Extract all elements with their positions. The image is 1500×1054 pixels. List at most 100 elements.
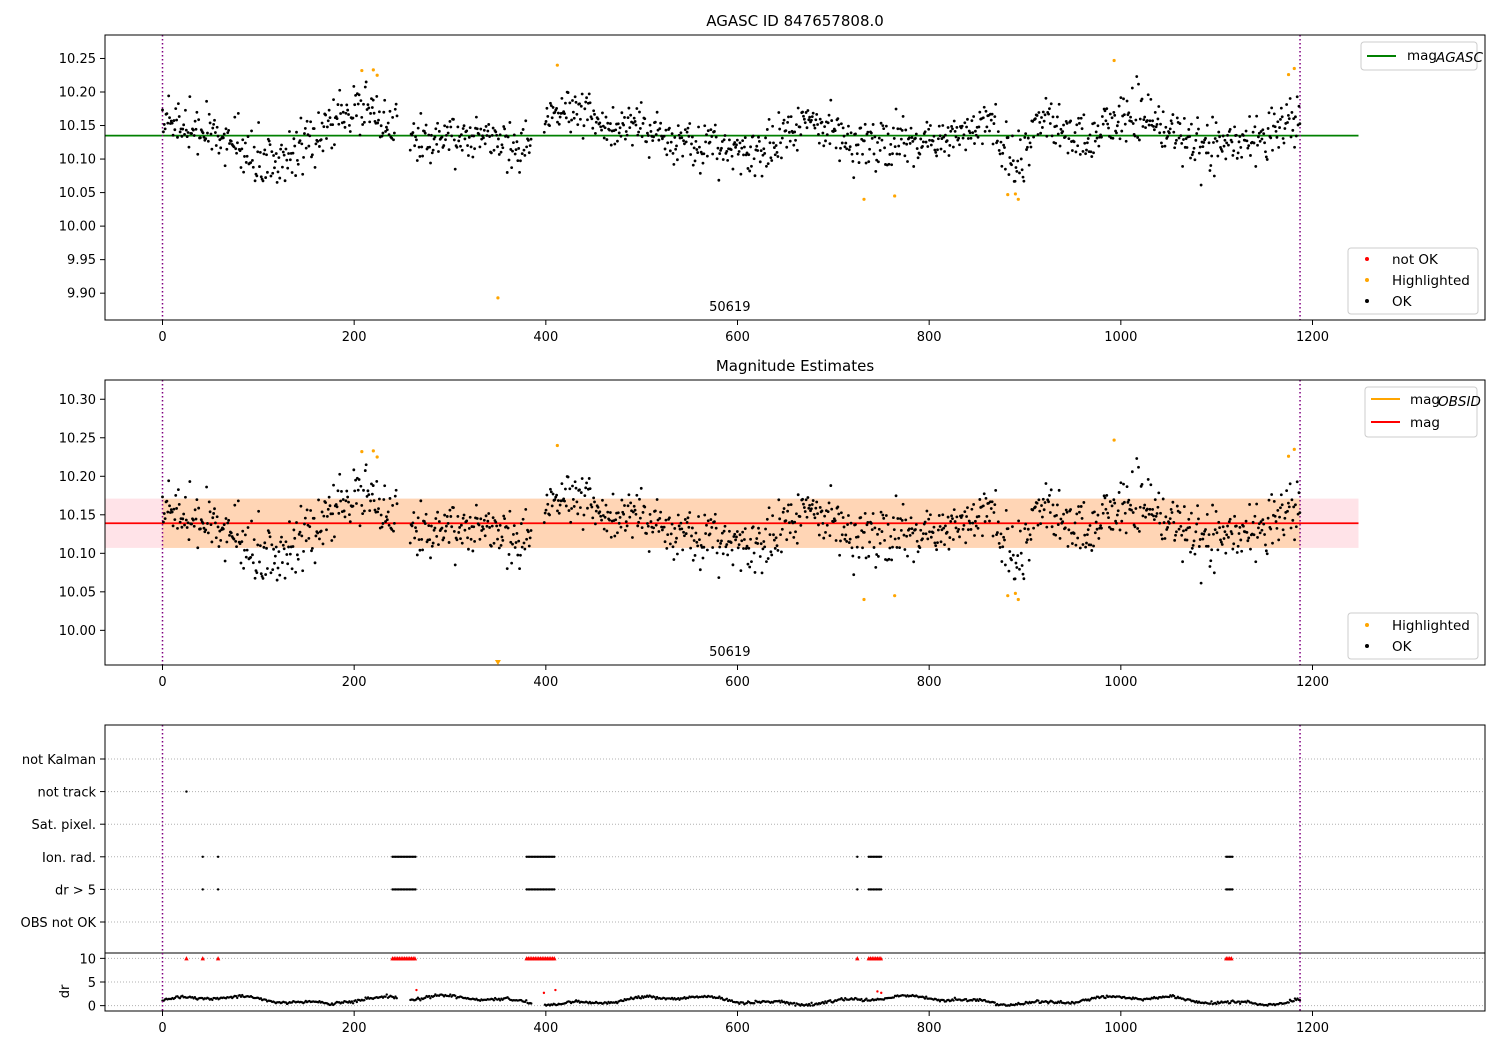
ok-point [807, 506, 811, 510]
ok-point [560, 482, 564, 486]
ok-point [905, 142, 909, 146]
ok-point [1075, 512, 1079, 516]
ok-point [259, 175, 263, 179]
ok-point [434, 517, 438, 520]
ok-point [178, 520, 182, 524]
ok-point [750, 164, 753, 168]
ok-point [430, 133, 433, 137]
ok-point [384, 130, 387, 133]
ok-point [1095, 136, 1099, 140]
ok-point [382, 498, 386, 501]
ok-point [1164, 125, 1168, 129]
ok-point [461, 516, 465, 520]
ok-point [617, 131, 621, 135]
ok-point [377, 118, 380, 122]
ok-point [236, 112, 240, 115]
ok-point [386, 121, 390, 125]
ok-point [602, 527, 606, 531]
ok-point [947, 154, 951, 157]
ok-point [762, 147, 766, 151]
ok-point [1286, 501, 1290, 505]
ok-point [948, 536, 952, 539]
ok-point [1180, 141, 1184, 145]
ok-point [205, 485, 208, 489]
ok-point [708, 532, 712, 536]
ok-point [335, 117, 339, 120]
ok-point [884, 124, 888, 128]
ok-point [655, 498, 659, 501]
ok-point [460, 541, 464, 545]
ok-point [1283, 127, 1287, 130]
ok-point [705, 133, 708, 137]
ok-point [356, 102, 360, 106]
ok-point [1039, 522, 1043, 526]
ok-point [282, 547, 286, 551]
dr-tick-label: 10 [79, 952, 96, 967]
ok-point [1194, 138, 1198, 142]
ok-point [911, 531, 915, 535]
ok-point [395, 502, 399, 506]
ok-point [669, 532, 673, 536]
ok-point [1267, 111, 1271, 115]
ok-point [779, 533, 782, 536]
dr-point [1104, 996, 1107, 1000]
ok-point [759, 149, 763, 153]
ok-point [935, 548, 939, 552]
ok-point [352, 84, 356, 88]
ok-point [266, 567, 269, 570]
ok-point [869, 522, 873, 525]
ok-point [307, 144, 311, 148]
ok-point [743, 145, 746, 149]
legend-box [1347, 612, 1479, 660]
legend-label: not OK [1392, 252, 1439, 268]
x-tick-label: 600 [725, 330, 750, 345]
ok-point [679, 131, 683, 135]
ok-point [1041, 515, 1044, 519]
ok-point [170, 121, 174, 125]
ok-point [745, 151, 749, 155]
highlighted-point [496, 296, 500, 300]
ok-point [1125, 99, 1129, 103]
ok-point [842, 525, 846, 529]
ok-point [606, 510, 610, 514]
ok-point [1188, 525, 1192, 529]
ok-point [1143, 115, 1147, 119]
ok-point [1224, 551, 1228, 555]
ok-point [661, 137, 664, 141]
ok-point [328, 116, 332, 120]
ok-point [601, 111, 604, 115]
ok-point [950, 514, 953, 518]
highlighted-point [1292, 66, 1296, 71]
ok-point [526, 138, 530, 142]
ok-point [937, 514, 941, 517]
ok-point [676, 513, 680, 517]
ok-point [520, 545, 524, 549]
ok-point [1151, 507, 1155, 511]
ok-point [417, 145, 421, 149]
ok-point [1059, 517, 1063, 521]
ok-point [1212, 141, 1215, 144]
highlighted-point [555, 63, 559, 67]
ok-point [502, 125, 506, 128]
x-tick-label: 1000 [1104, 675, 1137, 690]
ok-point [1187, 517, 1191, 521]
ok-point [776, 155, 780, 158]
ok-point [395, 114, 399, 118]
ok-point [1148, 119, 1152, 123]
ok-point [465, 129, 469, 133]
ok-point [497, 528, 500, 532]
ok-point [312, 127, 316, 130]
ok-point [450, 134, 454, 138]
ok-point [1079, 505, 1083, 508]
ok-point [441, 538, 445, 542]
ok-point [228, 534, 231, 537]
ok-point [1097, 144, 1101, 148]
ok-point [485, 134, 489, 137]
ok-point [652, 135, 655, 139]
ok-point [671, 151, 675, 155]
ok-point [521, 517, 525, 521]
flag-point [414, 888, 417, 891]
dr-clipped-marker [855, 956, 860, 961]
ok-point [632, 116, 636, 120]
ok-point [1003, 538, 1006, 542]
